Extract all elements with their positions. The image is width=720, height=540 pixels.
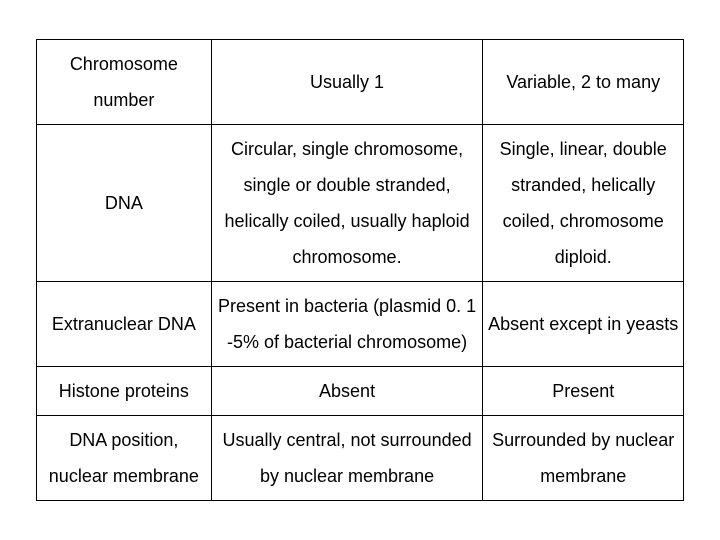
cell-col2: Usually 1 bbox=[211, 40, 483, 125]
cell-col2: Present in bacteria (plasmid 0. 1 -5% of… bbox=[211, 282, 483, 367]
cell-feature: DNA position, nuclear membrane bbox=[37, 416, 212, 501]
cell-col3: Variable, 2 to many bbox=[483, 40, 684, 125]
cell-feature: Chromosome number bbox=[37, 40, 212, 125]
cell-col2: Circular, single chromosome, single or d… bbox=[211, 125, 483, 282]
cell-col2: Absent bbox=[211, 367, 483, 416]
cell-col3: Absent except in yeasts bbox=[483, 282, 684, 367]
table-row: Histone proteins Absent Present bbox=[37, 367, 684, 416]
table-row: DNA position, nuclear membrane Usually c… bbox=[37, 416, 684, 501]
cell-col3: Surrounded by nuclear membrane bbox=[483, 416, 684, 501]
table-body: Chromosome number Usually 1 Variable, 2 … bbox=[37, 40, 684, 501]
cell-feature: DNA bbox=[37, 125, 212, 282]
cell-feature: Extranuclear DNA bbox=[37, 282, 212, 367]
cell-col2: Usually central, not surrounded by nucle… bbox=[211, 416, 483, 501]
cell-col3: Present bbox=[483, 367, 684, 416]
comparison-table-container: Chromosome number Usually 1 Variable, 2 … bbox=[0, 9, 720, 531]
table-row: Extranuclear DNA Present in bacteria (pl… bbox=[37, 282, 684, 367]
table-row: DNA Circular, single chromosome, single … bbox=[37, 125, 684, 282]
comparison-table: Chromosome number Usually 1 Variable, 2 … bbox=[36, 39, 684, 501]
table-row: Chromosome number Usually 1 Variable, 2 … bbox=[37, 40, 684, 125]
cell-feature: Histone proteins bbox=[37, 367, 212, 416]
cell-col3: Single, linear, double stranded, helical… bbox=[483, 125, 684, 282]
